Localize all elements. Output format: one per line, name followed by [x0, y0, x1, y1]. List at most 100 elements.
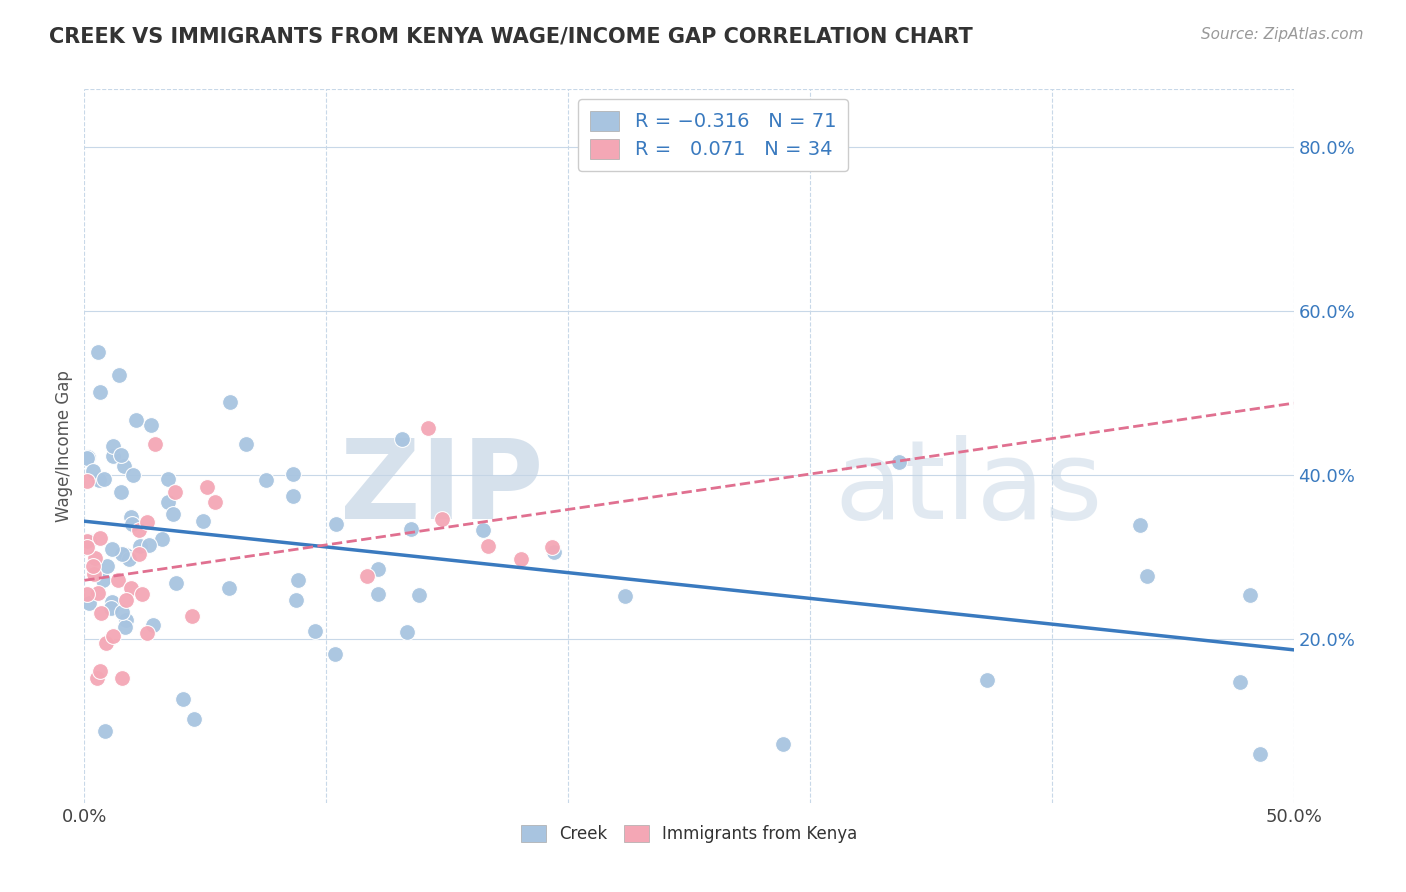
Point: [138, 538, 160, 552]
Point: [101, 542, 124, 557]
Point: [218, 581, 240, 595]
Point: [543, 544, 565, 558]
Point: [772, 737, 794, 751]
Point: [131, 586, 153, 600]
Point: [1129, 518, 1152, 533]
Point: [204, 495, 226, 509]
Point: [77, 533, 100, 548]
Point: [115, 613, 138, 627]
Point: [110, 449, 132, 463]
Point: [86, 671, 108, 685]
Point: [181, 609, 204, 624]
Point: [114, 620, 136, 634]
Point: [76, 533, 98, 548]
Point: [218, 394, 240, 409]
Point: [101, 439, 124, 453]
Point: [163, 485, 186, 500]
Point: [285, 593, 308, 607]
Point: [87, 474, 110, 488]
Point: [77, 450, 100, 464]
Point: [94, 724, 117, 739]
Point: [150, 532, 173, 546]
Point: [89, 532, 111, 546]
Point: [1239, 588, 1261, 602]
Point: [430, 512, 453, 526]
Point: [122, 467, 145, 482]
Point: [128, 523, 150, 537]
Point: [87, 586, 110, 600]
Point: [112, 459, 135, 474]
Point: [367, 587, 389, 601]
Point: [613, 589, 636, 603]
Point: [1249, 747, 1271, 762]
Point: [157, 472, 180, 486]
Point: [111, 548, 134, 562]
Text: Source: ZipAtlas.com: Source: ZipAtlas.com: [1201, 27, 1364, 42]
Point: [976, 673, 998, 688]
Point: [141, 418, 163, 433]
Point: [418, 421, 440, 435]
Point: [408, 589, 430, 603]
Point: [142, 618, 165, 632]
Point: [162, 508, 184, 522]
Y-axis label: Wage/Income Gap: Wage/Income Gap: [55, 370, 73, 522]
Point: [96, 636, 118, 650]
Point: [101, 628, 124, 642]
Point: [91, 574, 114, 588]
Point: [541, 540, 564, 554]
Text: ZIP: ZIP: [340, 435, 544, 542]
Point: [108, 368, 131, 383]
Point: [396, 624, 419, 639]
Point: [120, 510, 142, 524]
Point: [90, 606, 112, 620]
Point: [100, 600, 122, 615]
Point: [89, 384, 111, 399]
Point: [103, 449, 125, 463]
Point: [391, 433, 413, 447]
Point: [76, 474, 98, 488]
Point: [118, 551, 141, 566]
Point: [254, 474, 277, 488]
Point: [120, 581, 142, 595]
Point: [195, 480, 218, 494]
Point: [84, 551, 107, 566]
Point: [510, 551, 533, 566]
Point: [114, 593, 136, 607]
Point: [93, 472, 115, 486]
Legend: Creek, Immigrants from Kenya: Creek, Immigrants from Kenya: [512, 817, 866, 852]
Point: [356, 568, 378, 582]
Point: [323, 647, 346, 661]
Point: [325, 516, 347, 531]
Point: [136, 626, 159, 640]
Point: [82, 558, 104, 573]
Point: [101, 595, 124, 609]
Point: [87, 345, 110, 359]
Point: [76, 540, 98, 554]
Point: [82, 464, 104, 478]
Point: [889, 454, 911, 468]
Point: [121, 516, 143, 531]
Point: [283, 467, 305, 481]
Point: [110, 484, 132, 499]
Point: [110, 671, 132, 685]
Point: [472, 524, 495, 538]
Point: [76, 451, 98, 466]
Point: [183, 712, 205, 726]
Point: [477, 539, 499, 553]
Point: [399, 522, 422, 536]
Point: [128, 547, 150, 561]
Point: [304, 624, 326, 639]
Point: [287, 573, 309, 587]
Point: [172, 691, 194, 706]
Point: [96, 558, 118, 573]
Point: [143, 437, 166, 451]
Point: [191, 514, 214, 528]
Point: [235, 437, 257, 451]
Point: [165, 575, 187, 590]
Point: [136, 515, 159, 529]
Point: [1136, 568, 1159, 582]
Point: [367, 562, 389, 576]
Point: [128, 539, 150, 553]
Text: atlas: atlas: [834, 435, 1102, 542]
Point: [76, 587, 98, 601]
